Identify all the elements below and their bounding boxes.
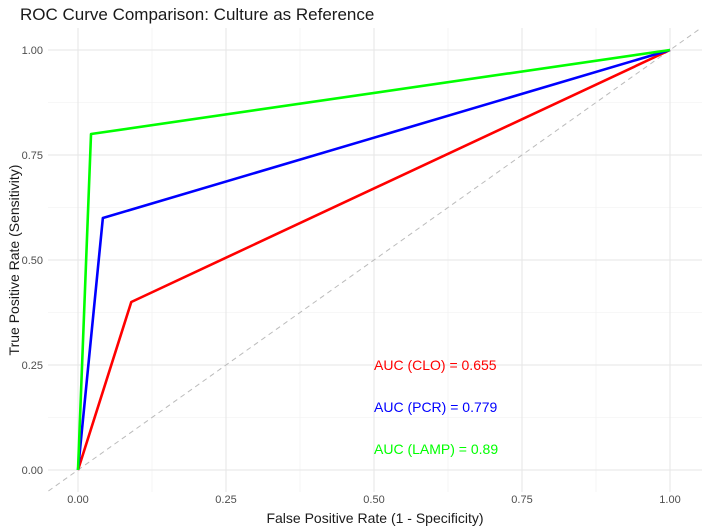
y-tick-label-3: 0.75 bbox=[22, 150, 43, 162]
x-tick-label-2: 0.50 bbox=[363, 494, 384, 506]
x-tick-label-4: 1.00 bbox=[659, 494, 680, 506]
y-tick-label-4: 1.00 bbox=[22, 45, 43, 57]
reference-diagonal bbox=[48, 28, 700, 492]
series-line-2 bbox=[76, 48, 671, 471]
y-axis-title: True Positive Rate (Sensitivity) bbox=[6, 165, 22, 356]
y-tick-label-2: 0.50 bbox=[22, 255, 43, 267]
auc-annotation-1: AUC (PCR) = 0.779 bbox=[374, 399, 498, 415]
auc-annotations: AUC (CLO) = 0.655 AUC (PCR) = 0.779 AUC (L… bbox=[374, 357, 498, 457]
y-tick-labels: 0.00 0.25 0.50 0.75 1.00 bbox=[22, 45, 43, 477]
auc-annotation-2: AUC (LAMP) = 0.89 bbox=[374, 441, 498, 457]
series-lines bbox=[76, 48, 671, 471]
x-tick-label-3: 0.75 bbox=[511, 494, 532, 506]
grid-lines bbox=[48, 28, 702, 492]
y-tick-label-0: 0.00 bbox=[22, 465, 43, 477]
auc-annotation-0: AUC (CLO) = 0.655 bbox=[374, 357, 497, 373]
chart-title: ROC Curve Comparison: Culture as Referen… bbox=[20, 5, 374, 24]
x-tick-label-0: 0.00 bbox=[67, 494, 88, 506]
reference-line bbox=[48, 28, 700, 492]
x-tick-labels: 0.00 0.25 0.50 0.75 1.00 bbox=[67, 494, 680, 506]
x-tick-label-1: 0.25 bbox=[215, 494, 236, 506]
x-axis-title: False Positive Rate (1 - Specificity) bbox=[266, 510, 483, 526]
y-tick-label-1: 0.25 bbox=[22, 360, 43, 372]
series-line-0 bbox=[76, 48, 671, 471]
series-line-1 bbox=[76, 48, 671, 471]
